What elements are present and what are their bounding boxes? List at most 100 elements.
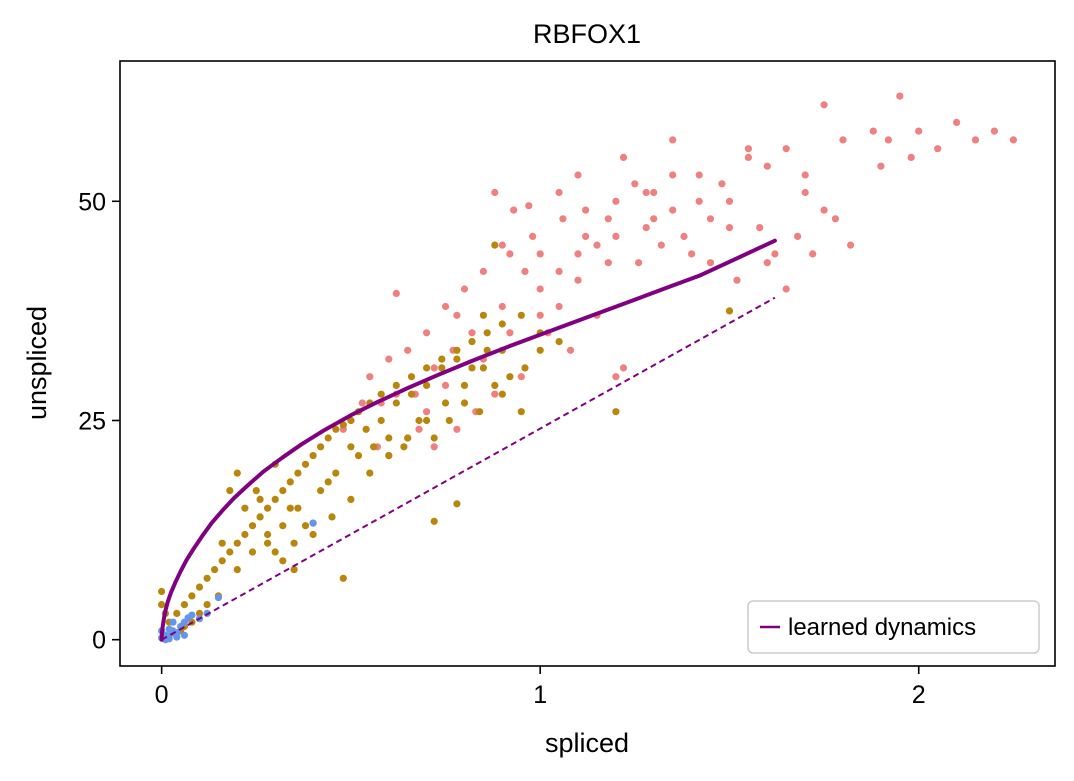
y-tick-label: 0 (92, 627, 106, 655)
data-point (706, 215, 715, 223)
data-point (809, 250, 817, 258)
data-point (725, 224, 734, 232)
data-point (650, 215, 658, 223)
data-point (604, 259, 612, 267)
data-point (347, 416, 355, 425)
data-point (839, 136, 847, 144)
data-point (491, 381, 499, 389)
data-point (453, 346, 461, 354)
data-point (214, 594, 222, 602)
data-point (385, 355, 393, 363)
axis-ticks: 0 1 2 0 25 50 (78, 188, 925, 709)
data-point (521, 364, 529, 372)
data-point (339, 421, 347, 429)
data-point (725, 197, 734, 205)
x-tick-label: 1 (533, 681, 547, 709)
data-point (279, 522, 287, 530)
plot-area (119, 60, 1056, 667)
data-point (884, 136, 893, 144)
x-axis-label: spliced (545, 728, 629, 758)
data-point (370, 443, 378, 451)
data-point (256, 495, 264, 503)
data-point (619, 364, 628, 372)
data-point (441, 302, 450, 311)
x-tick-label: 2 (912, 681, 926, 709)
data-point (226, 487, 234, 495)
y-tick-label: 50 (78, 188, 106, 216)
chart-title: RBFOX1 (533, 19, 641, 49)
data-point (377, 390, 385, 398)
data-point (506, 329, 514, 337)
data-point (415, 425, 423, 433)
data-point (264, 530, 272, 539)
data-point (165, 635, 173, 643)
data-point (430, 364, 438, 372)
data-point (566, 346, 575, 354)
data-point (453, 355, 461, 363)
data-point (657, 241, 665, 249)
data-point (158, 587, 166, 596)
data-point (479, 267, 487, 275)
data-point (506, 250, 514, 258)
data-point (695, 171, 703, 179)
data-point (203, 601, 211, 609)
data-point (430, 517, 438, 525)
data-point (934, 145, 942, 153)
data-point (423, 364, 431, 372)
data-point (771, 250, 779, 258)
data-point (339, 574, 347, 582)
legend-entry-label: learned dynamics (788, 614, 976, 641)
data-point (233, 566, 241, 574)
data-point (801, 188, 809, 197)
data-point (332, 425, 340, 433)
data-point (404, 346, 412, 354)
data-point (831, 215, 840, 223)
data-point (971, 136, 980, 144)
data-point (479, 364, 487, 372)
data-point (498, 390, 506, 398)
data-point (324, 478, 332, 486)
data-point (354, 452, 363, 460)
data-point (907, 153, 915, 161)
data-point (317, 443, 325, 451)
data-point (635, 259, 643, 267)
data-point (264, 504, 272, 512)
data-point (593, 241, 601, 249)
data-point (744, 153, 753, 161)
data-point (309, 452, 317, 460)
data-point (286, 504, 294, 512)
data-point (366, 373, 374, 381)
legend: learned dynamics (747, 600, 1040, 654)
data-point (688, 250, 696, 258)
data-point (423, 329, 431, 337)
data-point (801, 171, 809, 179)
data-point (498, 302, 506, 311)
data-point (290, 566, 298, 574)
data-point (271, 495, 279, 503)
data-point (226, 548, 234, 556)
data-point (612, 232, 620, 240)
data-point (407, 373, 416, 381)
data-point (612, 408, 620, 416)
data-point (650, 188, 658, 197)
x-tick-label: 0 (155, 681, 169, 709)
data-point (460, 399, 469, 407)
data-point (498, 320, 506, 328)
data-point (468, 338, 476, 346)
data-point (517, 373, 525, 381)
data-point (423, 408, 431, 416)
data-point (536, 250, 544, 258)
dynamics-curves (159, 238, 777, 642)
data-point (453, 500, 461, 508)
data-point (248, 548, 257, 556)
data-point (385, 452, 393, 460)
data-point (612, 197, 620, 205)
data-point (669, 206, 677, 214)
data-point (476, 408, 484, 416)
data-point (203, 574, 211, 582)
data-point (309, 530, 317, 539)
data-point (290, 539, 298, 547)
data-point (271, 548, 279, 556)
data-point (404, 434, 412, 442)
data-point (990, 127, 999, 135)
